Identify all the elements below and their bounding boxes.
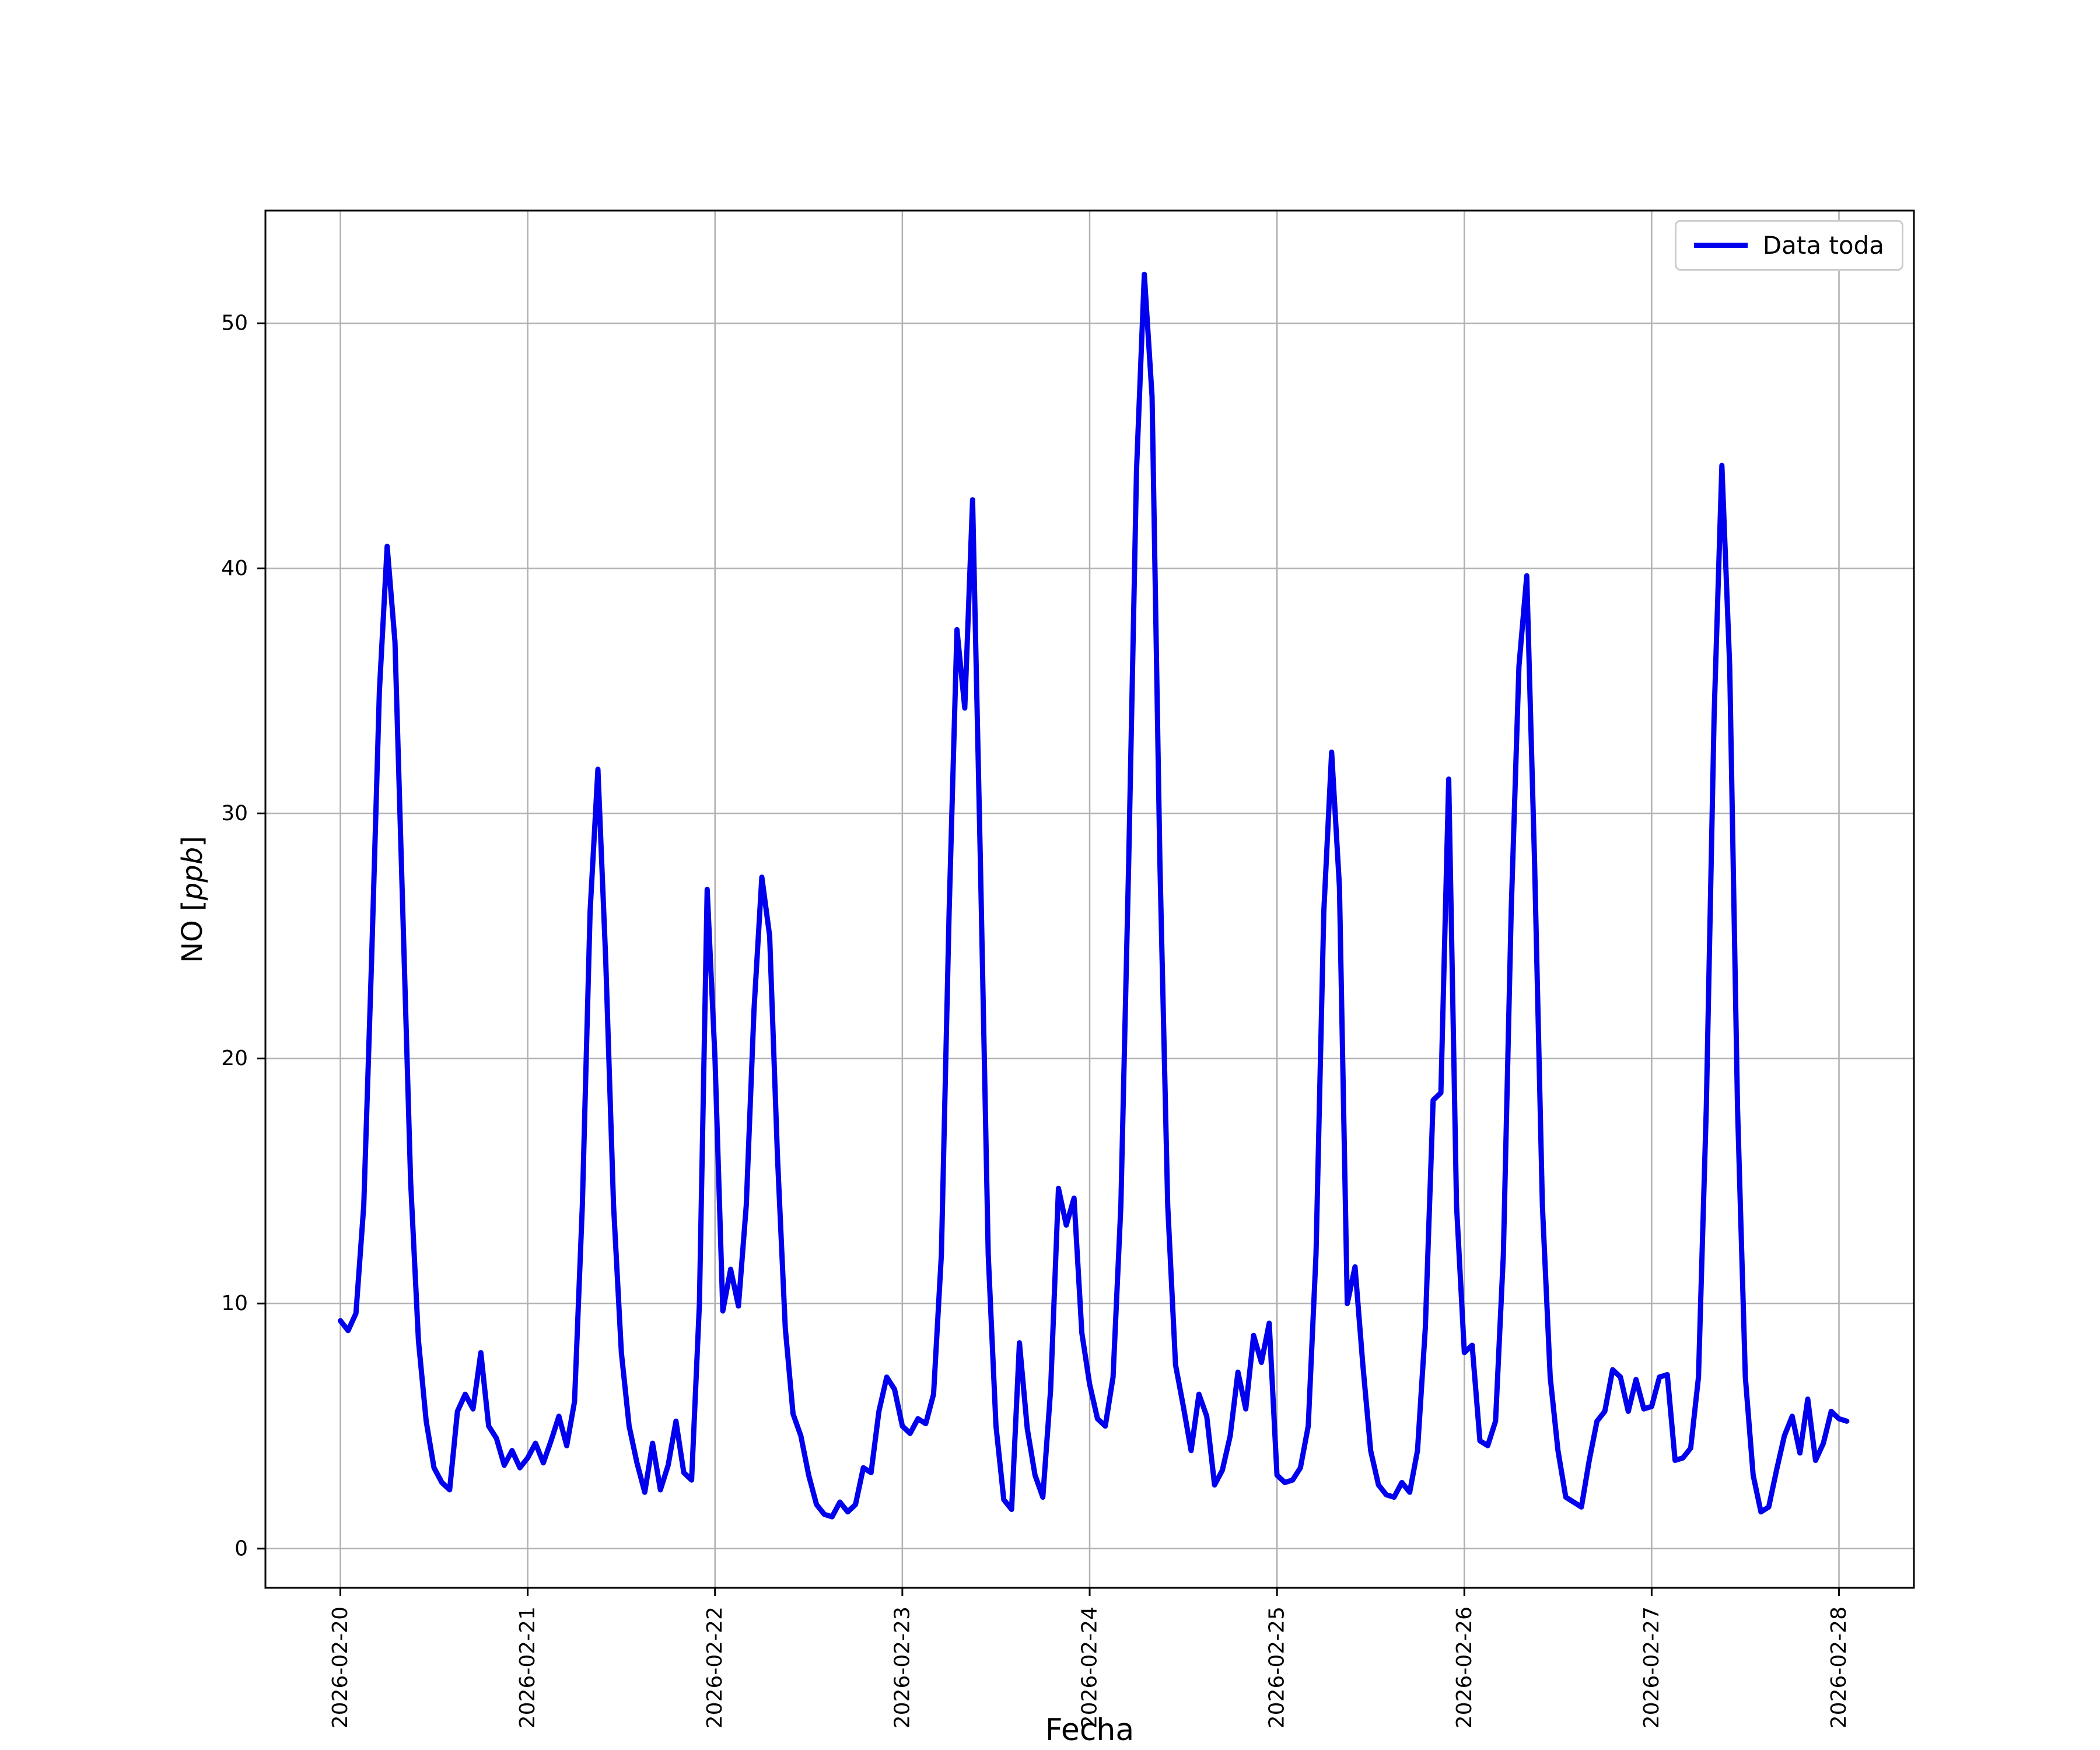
svg-text:30: 30 <box>221 802 248 825</box>
svg-text:40: 40 <box>221 556 248 580</box>
legend-label: Data toda <box>1762 231 1884 260</box>
svg-text:50: 50 <box>221 312 248 335</box>
y-axis-label-suffix: ] <box>176 835 209 847</box>
y-axis-label-prefix: NO [ <box>176 900 209 963</box>
svg-text:2026-02-23: 2026-02-23 <box>890 1606 914 1728</box>
y-axis-label-units: ppb <box>176 846 209 900</box>
svg-text:20: 20 <box>221 1046 248 1070</box>
svg-text:2026-02-26: 2026-02-26 <box>1452 1606 1476 1728</box>
svg-text:2026-02-24: 2026-02-24 <box>1078 1606 1102 1728</box>
svg-text:2026-02-28: 2026-02-28 <box>1827 1606 1851 1728</box>
svg-text:2026-02-22: 2026-02-22 <box>703 1606 727 1728</box>
legend: Data toda <box>1674 220 1903 271</box>
svg-text:2026-02-20: 2026-02-20 <box>328 1606 352 1728</box>
x-axis-label: Fecha <box>1045 1713 1135 1748</box>
y-axis-label: NO [ppb] <box>176 836 209 963</box>
svg-text:0: 0 <box>235 1536 248 1560</box>
svg-text:10: 10 <box>221 1292 248 1315</box>
svg-text:2026-02-27: 2026-02-27 <box>1640 1606 1664 1728</box>
legend-line-sample <box>1693 243 1748 248</box>
svg-text:2026-02-25: 2026-02-25 <box>1265 1606 1289 1728</box>
svg-text:2026-02-21: 2026-02-21 <box>516 1606 540 1728</box>
